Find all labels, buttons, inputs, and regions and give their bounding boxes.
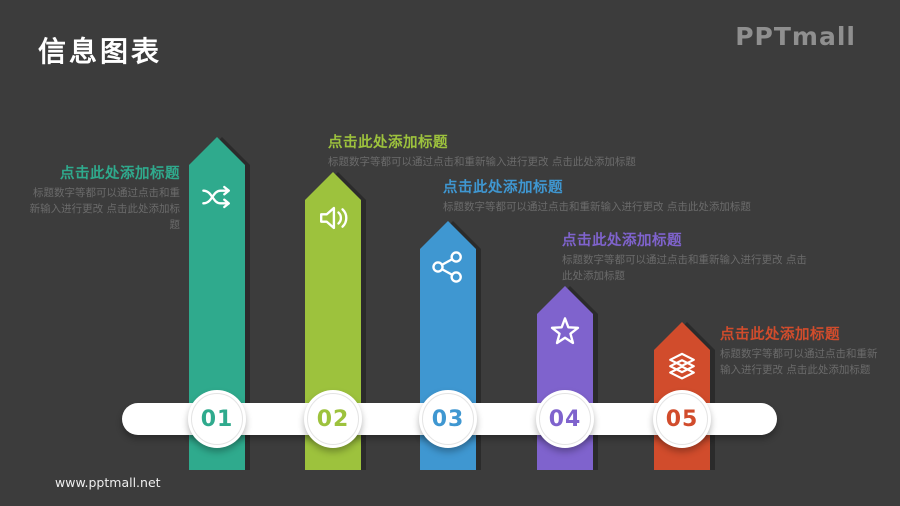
- site-url-link[interactable]: www.pptmall.net: [55, 475, 161, 490]
- step-circle-01: 01: [188, 390, 246, 448]
- text-block-02: 点击此处添加标题 标题数字等都可以通过点击和重新输入进行更改 点击此处添加标题: [328, 131, 658, 171]
- step-circle-05: 05: [653, 390, 711, 448]
- placeholder-title: 点击此处添加标题: [443, 180, 563, 196]
- text-block-03: 点击此处添加标题 标题数字等都可以通过点击和重新输入进行更改 点击此处添加标题: [443, 176, 773, 216]
- placeholder-body: 标题数字等都可以通过点击和重新输入进行更改 点击此处添加标题: [562, 254, 807, 282]
- step-number: 05: [665, 406, 699, 432]
- text-block-01: 点击此处添加标题 标题数字等都可以通过点击和重新输入进行更改 点击此处添加标题: [28, 162, 180, 233]
- placeholder-title: 点击此处添加标题: [720, 327, 840, 343]
- step-circle-04: 04: [536, 390, 594, 448]
- placeholder-body: 标题数字等都可以通过点击和重新输入进行更改 点击此处添加标题: [443, 201, 751, 213]
- layers-icon: [662, 348, 702, 388]
- step-circle-02: 02: [304, 390, 362, 448]
- placeholder-body: 标题数字等都可以通过点击和重新输入进行更改 点击此处添加标题: [328, 156, 636, 168]
- share-icon: [428, 247, 468, 287]
- step-circle-03: 03: [419, 390, 477, 448]
- text-block-04: 点击此处添加标题 标题数字等都可以通过点击和重新输入进行更改 点击此处添加标题: [562, 229, 812, 285]
- pptmall-logo[interactable]: PPTmall: [735, 22, 856, 51]
- placeholder-title: 点击此处添加标题: [328, 135, 448, 151]
- placeholder-body: 标题数字等都可以通过点击和重新输入进行更改 点击此处添加标题: [29, 187, 180, 231]
- shuffle-icon: [197, 177, 237, 217]
- star-icon: [545, 312, 585, 352]
- placeholder-title: 点击此处添加标题: [562, 233, 682, 249]
- placeholder-title: 点击此处添加标题: [60, 166, 180, 182]
- step-number: 03: [431, 406, 465, 432]
- placeholder-body: 标题数字等都可以通过点击和重新输入进行更改 点击此处添加标题: [720, 348, 878, 376]
- step-number: 04: [548, 406, 582, 432]
- speaker-icon: [313, 198, 353, 238]
- text-block-05: 点击此处添加标题 标题数字等都可以通过点击和重新输入进行更改 点击此处添加标题: [720, 323, 880, 379]
- page-title: 信息图表: [38, 35, 163, 68]
- step-number: 02: [316, 406, 350, 432]
- step-number: 01: [200, 406, 234, 432]
